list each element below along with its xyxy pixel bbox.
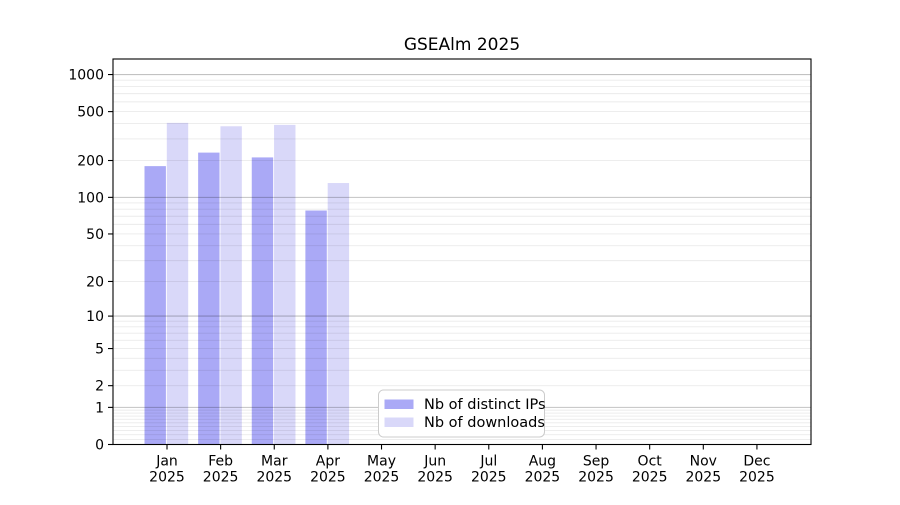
bar-distinct-ips-jan — [144, 166, 166, 445]
x-tick-label-month: Jan — [155, 454, 178, 470]
x-tick-label-month: Sep — [583, 454, 610, 470]
y-tick-label: 1 — [95, 400, 104, 416]
x-tick-label-month: Mar — [261, 454, 288, 470]
y-tick-label: 10 — [86, 309, 104, 325]
bar-downloads-jan — [166, 122, 189, 445]
x-tick-label-month: May — [367, 454, 396, 470]
bar-distinct-ips-feb — [198, 152, 220, 445]
legend-swatch-distinct-ips — [384, 399, 414, 409]
y-tick-label: 100 — [77, 190, 104, 206]
x-tick-label-month: Apr — [316, 454, 340, 470]
x-tick-label-month: Dec — [743, 454, 770, 470]
bar-downloads-mar — [274, 124, 296, 445]
bar-distinct-ips-mar — [251, 157, 274, 445]
legend-box — [378, 389, 545, 438]
x-tick-label-month: Feb — [208, 454, 233, 470]
x-tick-label-year: 2025 — [256, 470, 292, 486]
y-tick-label: 1000 — [68, 68, 104, 84]
x-tick-label-year: 2025 — [203, 470, 239, 486]
bar-downloads-apr — [327, 183, 350, 445]
x-tick-label-month: Jul — [479, 454, 497, 470]
bar-distinct-ips-apr — [305, 210, 327, 445]
x-tick-label-year: 2025 — [578, 470, 614, 486]
chart-title: GSEAlm 2025 — [404, 35, 520, 55]
plot-frame — [112, 58, 812, 446]
x-tick-label-month: Oct — [638, 454, 663, 470]
x-tick-label-year: 2025 — [310, 470, 346, 486]
bar-downloads-feb — [220, 126, 242, 445]
y-tick-label: 20 — [86, 274, 104, 290]
x-tick-label-month: Jun — [423, 454, 446, 470]
x-tick-label-month: Aug — [529, 454, 556, 470]
x-tick-label-year: 2025 — [364, 470, 400, 486]
y-tick-label: 2 — [95, 379, 104, 395]
x-tick-label-month: Nov — [690, 454, 717, 470]
y-tick-label: 50 — [86, 227, 104, 243]
x-tick-label-year: 2025 — [739, 470, 775, 486]
bars — [144, 122, 350, 445]
x-tick-label-year: 2025 — [525, 470, 561, 486]
x-tick-label-year: 2025 — [417, 470, 453, 486]
y-tick-label: 5 — [95, 342, 104, 358]
legend-label-downloads: Nb of downloads — [424, 415, 545, 431]
y-tick-label: 0 — [95, 438, 104, 454]
x-tick-label-year: 2025 — [471, 470, 507, 486]
x-tick-label-year: 2025 — [149, 470, 185, 486]
x-tick-label-year: 2025 — [632, 470, 668, 486]
legend-swatch-downloads — [384, 417, 414, 427]
x-tick-label-year: 2025 — [685, 470, 721, 486]
legend-label-distinct-ips: Nb of distinct IPs — [424, 397, 546, 413]
y-tick-label: 200 — [77, 154, 104, 170]
axes: 01251020501002005001000Jan2025Feb2025Mar… — [68, 58, 812, 486]
legend: Nb of distinct IPs Nb of downloads — [378, 389, 546, 438]
y-tick-label: 500 — [77, 105, 104, 121]
